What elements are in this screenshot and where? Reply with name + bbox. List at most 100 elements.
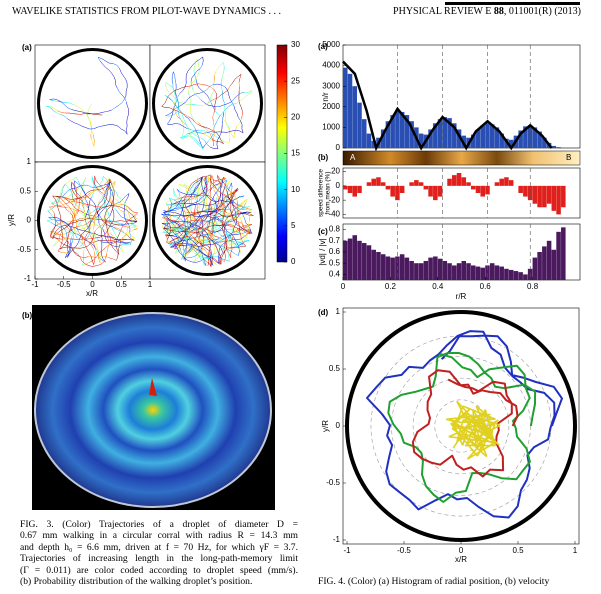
histogram-bar: [495, 265, 500, 280]
histogram-bar: [367, 245, 372, 280]
panel-label: (d): [318, 308, 329, 317]
histogram-bar: [371, 250, 376, 280]
histogram-bar: [556, 232, 561, 280]
histogram-bar: [537, 186, 542, 207]
histogram-bar: [367, 182, 372, 186]
y-axis-label: y/R: [7, 214, 16, 226]
histogram-bar: [400, 186, 405, 193]
x-tick-label: 1: [573, 546, 578, 555]
caption-line: FIG. 3. (Color) Trajectories of a drople…: [20, 519, 298, 530]
y-tick-label: 1000: [322, 123, 340, 132]
histogram-bar: [476, 186, 481, 193]
x-tick-label: 0: [459, 546, 464, 555]
histogram-bar: [523, 274, 528, 280]
histogram-bar: [480, 268, 485, 280]
histogram-bar: [343, 241, 348, 280]
density-surface: [35, 313, 271, 507]
x-tick-label: 0.4: [432, 282, 444, 291]
histogram-bar: [390, 258, 395, 280]
y-tick-label: 0: [336, 181, 341, 190]
histogram-bar: [556, 147, 561, 148]
histogram-bar: [381, 254, 386, 280]
histogram-bar: [371, 179, 376, 186]
colorbar-tick-label: 30: [291, 40, 300, 49]
colorbar-tick-label: 10: [291, 185, 300, 194]
y-tick-label: 0: [336, 143, 341, 152]
y-tick-label: 20: [331, 167, 340, 176]
histogram-bar: [509, 270, 514, 280]
histogram-bar: [419, 182, 424, 186]
y-tick-label: -0.5: [17, 245, 31, 254]
y-tick-label: 0.8: [329, 225, 341, 234]
y-axis-label: from mean (%): [325, 172, 332, 215]
y-tick-label: 3000: [322, 81, 340, 90]
histogram-bar: [561, 186, 566, 207]
y-tick-label: 0.5: [329, 258, 341, 267]
figures: (a) (b) (a) (b) (c) (d) -1-0.500.5110.50…: [0, 0, 601, 594]
histogram-bar: [504, 177, 509, 186]
colorbar-tick-label: 15: [291, 149, 300, 158]
x-tick-label: -0.5: [57, 280, 71, 289]
y-tick-label: -1: [24, 274, 32, 283]
histogram-bar: [542, 186, 547, 207]
histogram-bar: [480, 125, 485, 148]
histogram-bar: [547, 186, 552, 204]
histogram-bar: [348, 186, 353, 193]
histogram-bar: [433, 256, 438, 280]
x-tick-label: 0: [341, 282, 346, 291]
histogram-bar: [552, 250, 557, 280]
panel-label: (b): [318, 153, 329, 162]
histogram-bar: [547, 241, 552, 280]
histogram-bar: [343, 68, 348, 148]
histogram-bar: [542, 246, 547, 280]
panel-label: (a): [22, 43, 32, 52]
histogram-bar: [556, 186, 561, 215]
y-tick-label: 0.4: [329, 270, 341, 279]
histogram-bar: [376, 177, 381, 186]
y-axis-label: speed difference: [318, 169, 325, 217]
histogram-bar: [518, 186, 523, 193]
histogram-bar: [438, 259, 443, 280]
histogram-bar: [433, 186, 438, 200]
histogram-bar: [443, 261, 448, 280]
histogram-bar: [466, 182, 471, 186]
y-tick-label: 1: [27, 157, 32, 166]
x-tick-label: 1: [148, 280, 153, 289]
caption-line: FIG. 4. (Color) (a) Histogram of radial …: [318, 576, 580, 587]
histogram-bar: [480, 186, 485, 197]
histogram-bar: [533, 186, 538, 204]
histogram-bar: [386, 186, 391, 190]
histogram-bar: [390, 186, 395, 197]
histogram-bar: [533, 258, 538, 280]
strip-label: A: [350, 153, 356, 162]
histogram-bar: [414, 180, 419, 186]
histogram-bar: [476, 267, 481, 280]
histogram-bar: [357, 103, 362, 148]
histogram-bar: [447, 179, 452, 186]
histogram-bar: [386, 256, 391, 280]
histogram-bar: [343, 186, 348, 190]
histogram-bar: [462, 261, 467, 280]
panel-label: (b): [22, 311, 33, 320]
y-tick-label: 0: [27, 216, 32, 225]
colorbar-tick-label: 5: [291, 221, 296, 230]
y-tick-label: 0.7: [329, 236, 341, 245]
histogram-bar: [424, 186, 429, 190]
histogram-bar: [376, 252, 381, 280]
x-tick-label: 0.5: [116, 280, 128, 289]
histogram-bar: [457, 173, 462, 186]
histogram-bar: [352, 186, 357, 197]
histogram-bar: [348, 239, 353, 280]
histogram-bar: [352, 235, 357, 280]
histogram-bar: [452, 175, 457, 186]
histogram-bar: [466, 263, 471, 280]
histogram-bar: [357, 186, 362, 193]
histogram-bar: [381, 182, 386, 186]
histogram-bar: [352, 86, 357, 148]
y-tick-label: 0: [336, 421, 341, 430]
histogram-bar: [537, 252, 542, 280]
y-tick-label: 0.5: [329, 364, 341, 373]
histogram-bar: [438, 186, 443, 197]
colorbar-tick-label: 20: [291, 112, 300, 121]
histogram-bar: [428, 186, 433, 197]
